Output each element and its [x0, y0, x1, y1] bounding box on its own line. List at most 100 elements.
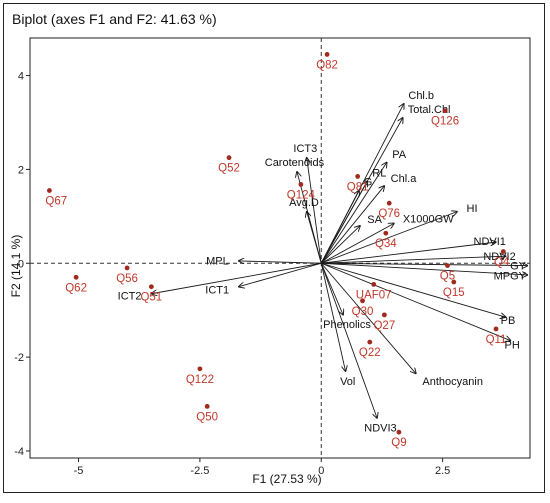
- variable-vector: [320, 186, 384, 264]
- observation-label: Q30: [352, 306, 374, 318]
- variable-label: GY: [510, 261, 527, 273]
- variable-label: PB: [501, 315, 516, 327]
- x-axis-ticks: -5 -2.5 0 2.5: [74, 458, 450, 477]
- observation-point: [371, 281, 377, 287]
- variable-vectors: Chl.bTotal.ChlICT3CarotenoidsGRLPAChl.aA…: [118, 90, 528, 435]
- variable-label: Chl.a: [391, 173, 418, 185]
- observation-point: [500, 249, 506, 254]
- variable-label: Phenolics: [323, 319, 371, 331]
- figure-frame: [3, 3, 545, 493]
- observation-label: Q126: [431, 116, 459, 128]
- y-axis-label: F2 (14.1 %): [9, 235, 23, 298]
- observation-point: [204, 403, 210, 409]
- variable-label: MPGY: [494, 271, 527, 283]
- variable-vector: [320, 262, 416, 373]
- y-tick-label: -4: [14, 446, 24, 458]
- observation-point: [324, 52, 330, 57]
- observation-label: Q81: [347, 181, 369, 193]
- y-tick-label: -2: [14, 352, 24, 364]
- variable-label: Carotenoids: [265, 157, 325, 169]
- observation-point: [383, 230, 389, 236]
- variable-label: Anthocyanin: [422, 376, 483, 388]
- variable-label: ICT3: [293, 143, 317, 155]
- variable-vector: [321, 262, 527, 275]
- x-tick-label: -2.5: [190, 465, 209, 477]
- variable-vector: [239, 261, 322, 263]
- observation-label: UAF07: [356, 289, 392, 301]
- y-tick-label: 4: [18, 71, 24, 83]
- observation-label: Q56: [116, 273, 138, 285]
- observation-point: [396, 429, 402, 435]
- observation-point: [355, 174, 361, 179]
- y-tick-label: 0: [18, 258, 24, 270]
- observation-point: [360, 298, 365, 304]
- variable-label: Vol: [340, 376, 355, 388]
- observation-point: [197, 366, 203, 372]
- observation-label: Q15: [443, 287, 465, 299]
- variable-label: Chl.b: [408, 90, 434, 102]
- plot-area: [29, 37, 531, 459]
- variable-vector: [321, 242, 496, 264]
- variable-vector: [321, 212, 457, 264]
- variable-vector: [321, 262, 505, 317]
- observation-label: Q82: [316, 59, 338, 71]
- observation-label: Q62: [65, 282, 87, 294]
- x-axis-label: F1 (27.53 %): [252, 472, 321, 486]
- observation-point: [226, 155, 232, 161]
- x-tick-label: -5: [74, 465, 84, 477]
- observation-point: [381, 312, 387, 318]
- variable-vector: [239, 262, 322, 286]
- observation-point: [386, 200, 392, 206]
- variable-vector: [320, 181, 367, 264]
- variable-label: Total.Chl: [408, 104, 451, 116]
- observation-point: [367, 339, 373, 345]
- variable-vector: [321, 223, 394, 264]
- variable-vector: [320, 263, 343, 315]
- observation-label: Q27: [373, 320, 395, 332]
- variable-label: MPL: [206, 256, 229, 268]
- variable-label: NDVI3: [364, 423, 396, 435]
- variable-label: Avg.D: [289, 197, 319, 209]
- observation-label: Q76: [378, 208, 400, 220]
- variable-label: SA: [367, 214, 382, 226]
- reference-lines: [30, 38, 530, 458]
- observation-point: [73, 274, 79, 280]
- observation-label: Q9: [391, 437, 406, 449]
- variable-label: ICT1: [205, 284, 229, 296]
- observation-label: Q51: [140, 292, 162, 304]
- y-tick-label: 2: [18, 164, 24, 176]
- observation-point: [47, 188, 52, 193]
- observation-label: Q67: [45, 196, 67, 208]
- observation-point: [124, 265, 130, 271]
- variable-vector: [320, 226, 360, 264]
- variable-label: X1000GW: [403, 214, 454, 226]
- variable-vector: [320, 263, 345, 371]
- variable-vector: [320, 162, 387, 264]
- observation-label: Q52: [218, 163, 240, 175]
- observation-label: Q4: [494, 257, 510, 269]
- observation-points: Q82Q126Q52Q81Q67Q124Q76Q34Q5Q4Q15Q11Q56Q…: [45, 52, 510, 449]
- variable-label: NDVI1: [474, 236, 506, 248]
- observation-point: [445, 263, 450, 268]
- observation-label: Q5: [440, 271, 455, 283]
- observation-label: Q11: [486, 334, 507, 346]
- variable-vector: [151, 262, 322, 294]
- observation-point: [493, 326, 499, 332]
- chart-title: Biplot (axes F1 and F2: 41.63 %): [12, 11, 217, 27]
- variable-vector: [321, 262, 510, 340]
- x-tick-label: 2.5: [435, 465, 450, 477]
- observation-point: [442, 108, 448, 114]
- variable-vector: [321, 256, 505, 264]
- observation-label: Q122: [186, 374, 214, 386]
- observation-point: [298, 182, 304, 187]
- observation-label: Q124: [287, 189, 316, 201]
- observation-point: [148, 284, 154, 290]
- variable-label: HI: [467, 203, 478, 215]
- variable-label: NDVI2: [483, 251, 515, 263]
- variable-label: ICT2: [118, 291, 142, 303]
- y-axis-ticks: -4 -2 0 2 4: [14, 71, 30, 458]
- observation-label: Q22: [359, 347, 381, 359]
- variable-label: PA: [392, 149, 407, 161]
